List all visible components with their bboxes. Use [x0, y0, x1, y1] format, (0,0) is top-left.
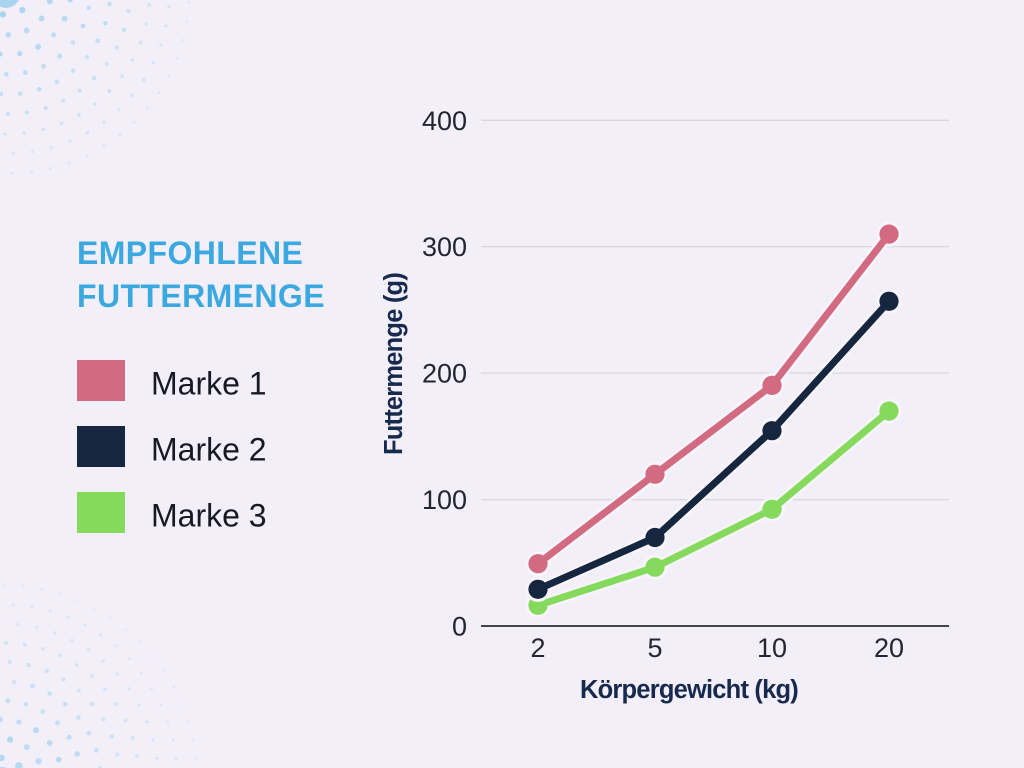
svg-text:100: 100: [422, 485, 467, 515]
svg-text:0: 0: [452, 612, 467, 642]
svg-text:10: 10: [757, 633, 787, 663]
svg-text:2: 2: [530, 633, 545, 663]
svg-text:Futtermenge (g): Futtermenge (g): [380, 273, 408, 455]
svg-text:200: 200: [422, 359, 467, 389]
svg-text:5: 5: [647, 633, 662, 663]
svg-text:20: 20: [874, 633, 904, 663]
svg-text:Körpergewicht (kg): Körpergewicht (kg): [580, 676, 798, 704]
svg-text:400: 400: [422, 106, 467, 136]
svg-text:300: 300: [422, 232, 467, 262]
